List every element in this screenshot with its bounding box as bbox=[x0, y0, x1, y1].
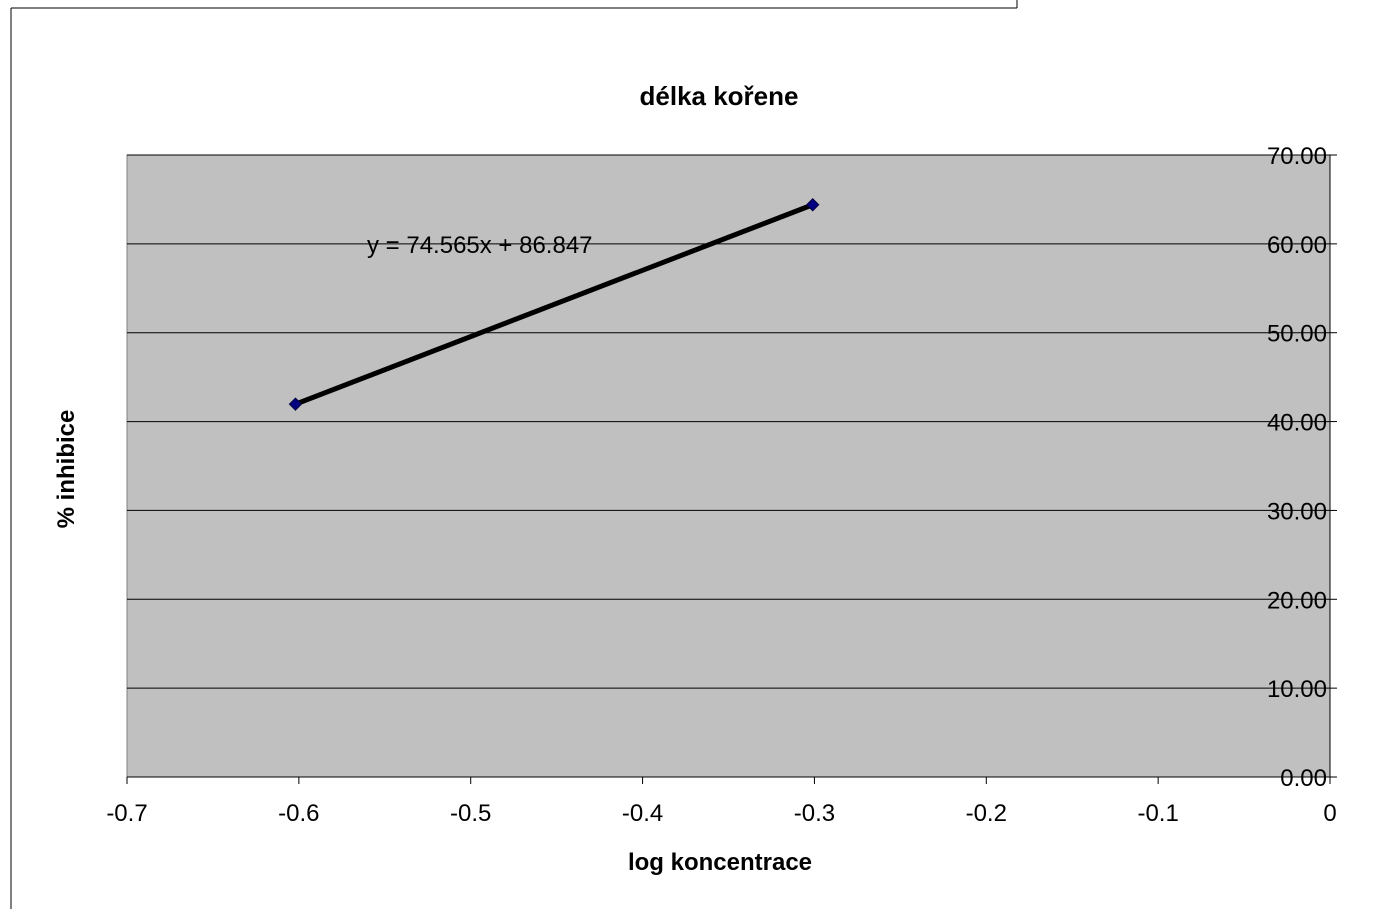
x-tick-label: -0.7 bbox=[106, 800, 147, 827]
chart-title: délka kořene bbox=[640, 81, 799, 111]
y-tick-label: 70.00 bbox=[1267, 143, 1327, 170]
x-tick-label: -0.3 bbox=[794, 800, 835, 827]
y-tick-label: 50.00 bbox=[1267, 321, 1327, 348]
x-tick-label: -0.5 bbox=[450, 800, 491, 827]
y-axis-title: % inhibice bbox=[53, 410, 80, 529]
y-tick-label: 30.00 bbox=[1267, 498, 1327, 525]
y-axis: 0.00 10.00 20.00 30.00 40.00 50.00 60.00 70.00 bbox=[1267, 143, 1337, 792]
x-axis: -0.7 -0.6 -0.5 -0.4 -0.3 -0.2 -0.1 0 bbox=[106, 776, 1337, 827]
trendline bbox=[292, 202, 816, 407]
x-tick-label: -0.6 bbox=[278, 800, 319, 827]
y-tick-label: 40.00 bbox=[1267, 410, 1327, 437]
y-tick-label: 60.00 bbox=[1267, 232, 1327, 259]
x-tick-label: -0.4 bbox=[622, 800, 663, 827]
data-point bbox=[806, 198, 820, 212]
data-point bbox=[288, 397, 303, 411]
y-tick-label: 10.00 bbox=[1267, 676, 1327, 703]
y-tick-label: 20.00 bbox=[1267, 587, 1327, 614]
y-tick-label: 0.00 bbox=[1280, 765, 1327, 792]
x-tick-label: -0.2 bbox=[966, 800, 1007, 827]
x-tick-label: -0.1 bbox=[1137, 800, 1178, 827]
plot-area bbox=[126, 154, 1331, 778]
x-axis-title: log koncentrace bbox=[628, 849, 812, 876]
x-tick-label: 0 bbox=[1323, 800, 1336, 827]
trendlines bbox=[292, 202, 816, 407]
gridlines bbox=[127, 154, 1330, 689]
trendline-equation: y = 74.565x + 86.847 bbox=[367, 232, 593, 259]
markers bbox=[288, 198, 820, 411]
